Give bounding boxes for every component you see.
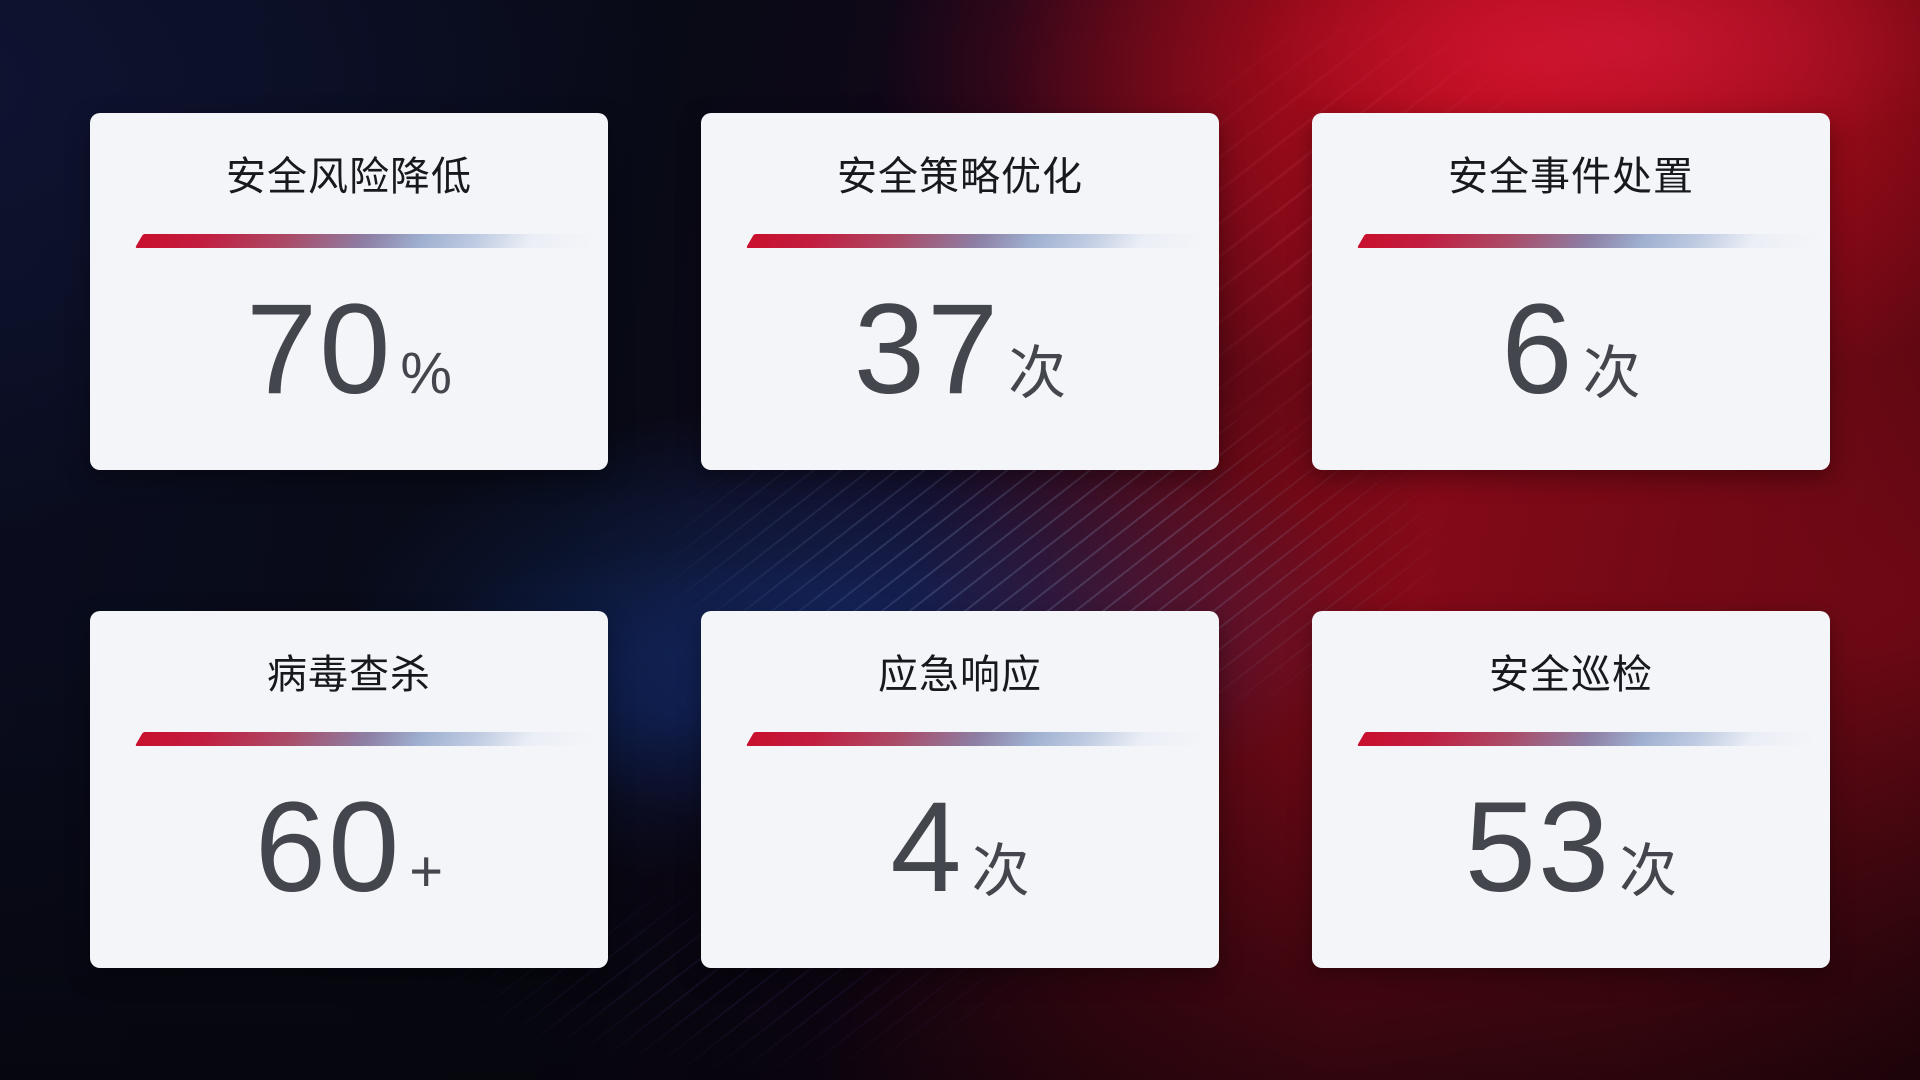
card-title: 安全风险降低 <box>226 155 472 199</box>
card-title: 安全策略优化 <box>837 155 1083 199</box>
accent-divider <box>745 732 1210 746</box>
stat-value-row: 60 + <box>90 784 608 912</box>
accent-divider <box>134 234 599 248</box>
stat-unit: % <box>400 341 452 406</box>
stat-card-policy-optimization: 安全策略优化 37 次 <box>701 113 1219 470</box>
stat-value: 60 <box>254 776 402 919</box>
stat-value-row: 53 次 <box>1312 784 1830 912</box>
stat-value-row: 70% <box>90 286 608 414</box>
stat-value: 70 <box>246 278 393 421</box>
stat-card-risk-reduction: 安全风险降低 70% <box>90 113 608 470</box>
stat-unit: 次 <box>1582 341 1641 406</box>
stat-card-security-inspection: 安全巡检 53 次 <box>1312 611 1830 968</box>
stat-unit: + <box>409 839 444 904</box>
accent-divider <box>1356 732 1821 746</box>
card-title: 病毒查杀 <box>267 653 431 697</box>
stat-value: 6 <box>1501 278 1575 421</box>
stat-unit: 次 <box>971 839 1030 904</box>
stat-value: 4 <box>890 776 964 919</box>
stat-card-virus-scan: 病毒查杀 60 + <box>90 611 608 968</box>
card-title: 安全事件处置 <box>1448 155 1694 199</box>
accent-divider <box>1356 234 1821 248</box>
stat-value: 37 <box>853 278 1001 421</box>
card-title: 应急响应 <box>878 653 1042 697</box>
stat-value: 53 <box>1464 776 1612 919</box>
stat-unit: 次 <box>1619 839 1678 904</box>
accent-divider <box>134 732 599 746</box>
accent-divider <box>745 234 1210 248</box>
card-title: 安全巡检 <box>1489 653 1653 697</box>
stat-value-row: 37 次 <box>701 286 1219 414</box>
stat-unit: 次 <box>1008 341 1067 406</box>
